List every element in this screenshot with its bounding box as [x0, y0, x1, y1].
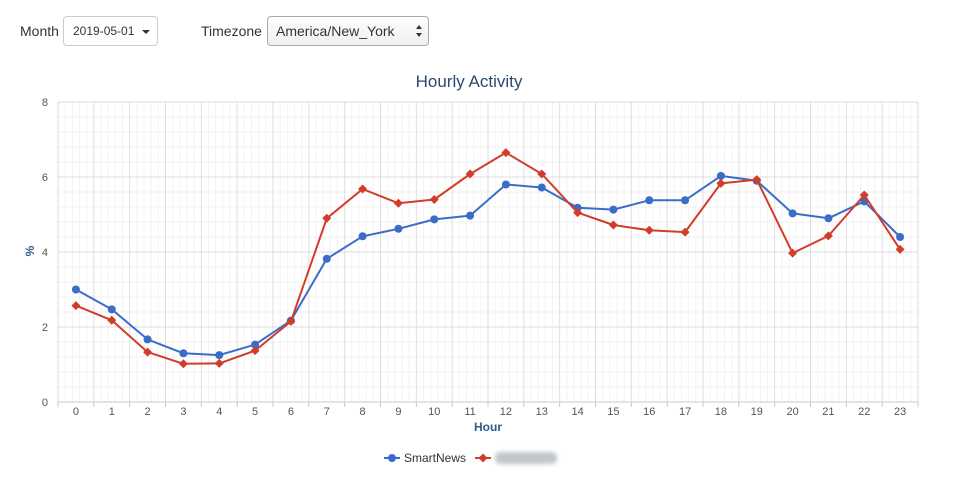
data-point	[644, 225, 654, 235]
x-tick-label: 9	[395, 406, 401, 418]
controls-bar: Month 2019-05-01 Timezone America/New_Yo…	[0, 0, 954, 64]
legend-label-redacted	[495, 452, 557, 464]
legend: SmartNews	[384, 451, 557, 465]
data-point	[107, 315, 117, 325]
data-point	[537, 169, 547, 179]
data-point	[429, 195, 439, 204]
timezone-select[interactable]: America/New_York	[267, 16, 429, 46]
data-point	[178, 359, 188, 369]
x-tick-label: 14	[571, 406, 583, 418]
data-point	[430, 215, 439, 224]
data-point	[179, 349, 188, 358]
data-point	[358, 184, 368, 194]
y-tick-label: 4	[42, 247, 48, 259]
data-point	[143, 335, 152, 344]
legend-marker-other	[478, 453, 488, 463]
data-point	[71, 301, 81, 311]
x-tick-label: 10	[428, 406, 440, 418]
x-tick-label: 17	[679, 406, 691, 418]
data-point	[896, 233, 905, 241]
data-point	[143, 347, 153, 357]
data-point	[716, 178, 726, 188]
series-other	[71, 148, 905, 369]
x-tick-label: 23	[894, 406, 906, 418]
up-down-arrows-icon	[416, 25, 422, 37]
y-axis-label: %	[23, 245, 37, 256]
x-tick-label: 11	[464, 406, 475, 418]
data-point	[895, 244, 905, 254]
data-point	[681, 196, 690, 205]
major-gridlines	[57, 101, 919, 403]
series-smartnews	[71, 171, 905, 360]
series-line	[75, 151, 901, 365]
data-point	[214, 358, 224, 368]
data-point	[286, 316, 296, 326]
month-value: 2019-05-01	[73, 24, 135, 38]
data-point	[394, 224, 403, 233]
x-axis-label: Hour	[474, 420, 502, 434]
data-point	[608, 220, 618, 230]
data-point	[393, 198, 403, 208]
data-point	[824, 214, 833, 223]
data-point	[680, 227, 690, 237]
x-axis-ticks: 0 1 2 3 4 5 6 7 8 9 10 11 12 13 14 15 16 17 18 19 20 21 22 23	[57, 402, 919, 418]
data-point	[251, 340, 260, 349]
data-point	[609, 205, 618, 214]
data-point	[788, 209, 797, 218]
x-tick-label: 16	[643, 406, 655, 418]
x-tick-label: 18	[715, 406, 727, 418]
y-tick-label: 0	[42, 397, 48, 409]
x-tick-label: 22	[858, 406, 870, 418]
data-point	[501, 180, 510, 189]
y-tick-label: 6	[42, 172, 48, 184]
data-point	[645, 196, 654, 205]
data-point	[250, 346, 260, 356]
data-point	[716, 171, 725, 180]
x-tick-label: 8	[360, 406, 366, 418]
data-point	[71, 285, 80, 294]
x-tick-label: 15	[607, 406, 619, 418]
legend-label-smartnews: SmartNews	[404, 451, 466, 465]
y-axis-ticks: 0 2 4 6 8	[42, 97, 48, 409]
data-point	[752, 175, 762, 185]
series-layer	[71, 148, 905, 369]
x-tick-label: 13	[536, 406, 548, 418]
data-point	[465, 169, 475, 179]
data-point	[322, 254, 331, 263]
timezone-value: America/New_York	[276, 23, 395, 39]
x-tick-label: 12	[500, 406, 512, 418]
x-tick-label: 1	[109, 406, 115, 418]
x-tick-label: 3	[180, 406, 186, 418]
y-tick-label: 2	[42, 322, 48, 334]
data-point	[788, 248, 798, 258]
month-dropdown[interactable]: 2019-05-01	[63, 16, 158, 46]
data-point	[322, 213, 332, 223]
x-tick-label: 20	[786, 406, 798, 418]
data-point	[823, 231, 833, 241]
x-tick-label: 2	[145, 406, 151, 418]
legend-marker-smartnews	[388, 454, 396, 462]
caret-down-icon	[142, 30, 150, 34]
x-tick-label: 0	[73, 406, 79, 418]
data-point	[466, 211, 475, 220]
x-tick-label: 5	[252, 406, 258, 418]
data-point	[215, 351, 224, 360]
x-tick-label: 4	[216, 406, 222, 418]
data-point	[537, 183, 546, 192]
chart-title: Hourly Activity	[416, 72, 523, 91]
x-tick-label: 7	[324, 406, 330, 418]
x-tick-label: 19	[751, 406, 763, 418]
data-point	[358, 232, 367, 241]
data-point	[501, 148, 511, 158]
data-point	[573, 208, 583, 218]
month-label: Month	[20, 23, 59, 39]
x-tick-label: 6	[288, 406, 294, 418]
timezone-label: Timezone	[201, 23, 262, 39]
series-line	[75, 174, 901, 357]
data-point	[107, 305, 116, 314]
y-tick-label: 8	[42, 97, 48, 109]
x-tick-label: 21	[822, 406, 834, 418]
data-point	[859, 190, 869, 200]
